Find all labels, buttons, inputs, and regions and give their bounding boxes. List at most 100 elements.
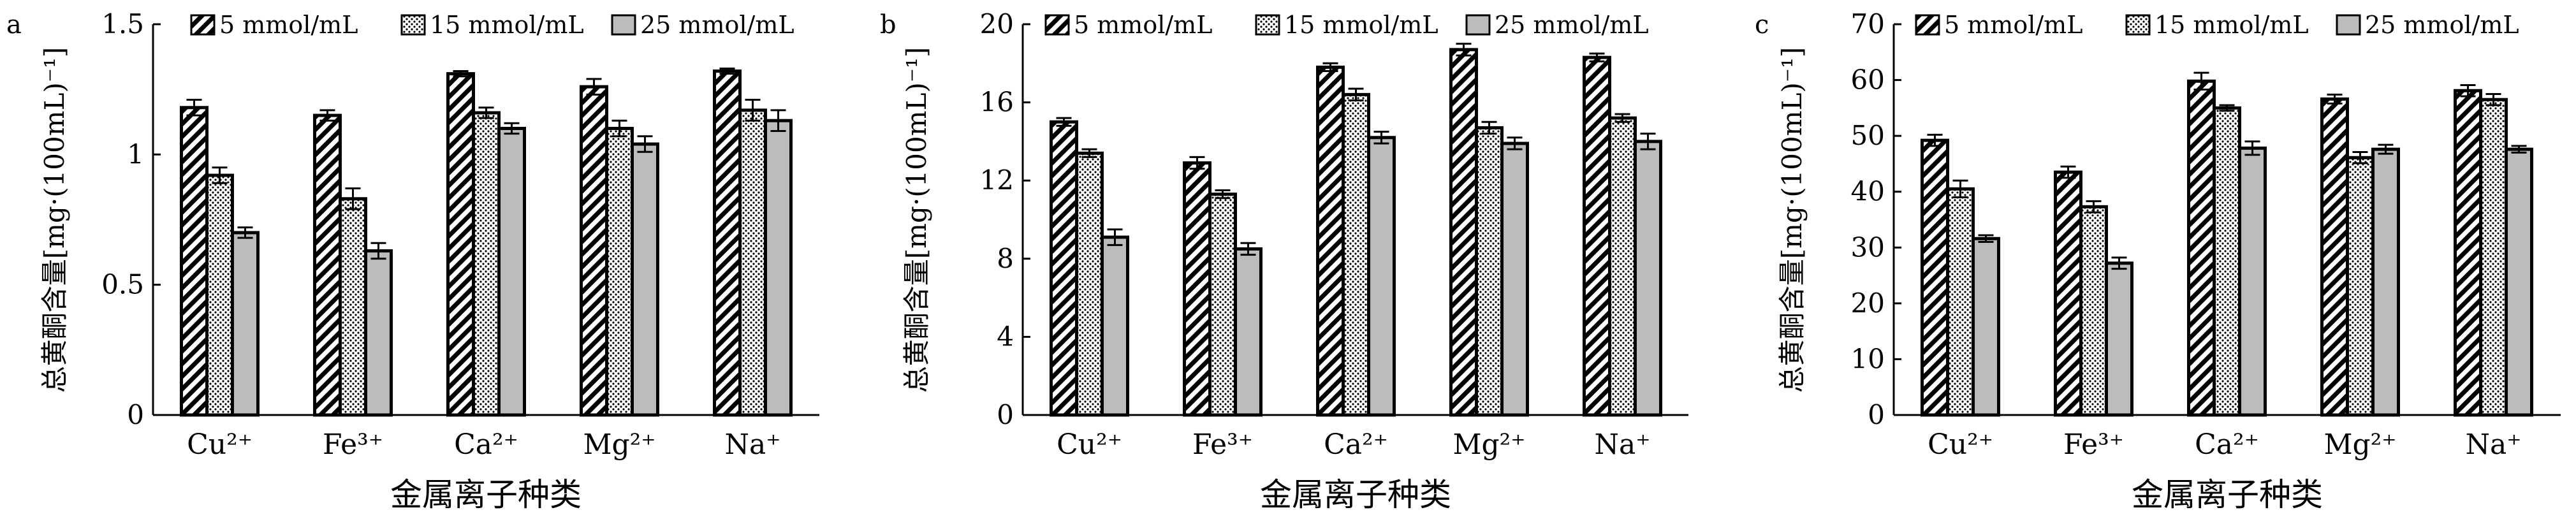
- bars: [180, 67, 793, 417]
- panel-label: a: [6, 10, 22, 40]
- bar-2-5: [738, 108, 767, 417]
- bar-2-3: [1342, 92, 1370, 417]
- bar-2-1: [1946, 187, 1975, 417]
- legend-label: 5 mmol/mL: [219, 11, 358, 39]
- bar-3-5: [1634, 140, 1662, 417]
- bar-3-1: [231, 231, 260, 417]
- legend: 5 mmol/mL 15 mmol/mL 25 mmol/mL: [1044, 11, 1649, 39]
- bar-1-4: [1449, 48, 1478, 417]
- bar-2-4: [1475, 126, 1504, 417]
- bar-3-5: [764, 119, 793, 417]
- bar-1-3: [446, 72, 475, 417]
- y-tick-label: 30: [1851, 231, 1885, 263]
- bar-3-2: [2105, 261, 2133, 417]
- legend-swatch: [1465, 14, 1491, 36]
- y-ticks: 0 10 20 30 40 50 60 70: [1851, 8, 1901, 430]
- legend-swatch: [190, 14, 216, 36]
- legend-label: 15 mmol/mL: [1284, 11, 1438, 39]
- bar-2-3: [2213, 106, 2241, 417]
- bar-2-2: [1208, 193, 1237, 417]
- y-tick-label: 0: [997, 399, 1014, 430]
- y-ticks: 0 0.5 1 1.5: [101, 8, 161, 430]
- x-tick-label: Fe³⁺: [1192, 428, 1253, 461]
- bar-3-1: [1101, 235, 1129, 417]
- bar-2-3: [472, 111, 501, 417]
- bar-1-5: [2454, 89, 2482, 417]
- y-tick-label: 70: [1851, 8, 1885, 40]
- panel-label: c: [1755, 10, 1769, 40]
- x-ticks: Cu²⁺ Fe³⁺ Ca²⁺ Mg²⁺ Na⁺: [1057, 428, 1650, 461]
- x-tick-label: Fe³⁺: [323, 428, 383, 461]
- chart-panel-c: c 总黄酮含量[mg·(100mL)⁻¹] 金属离子种类 5 mmol/mL 15…: [1755, 8, 2561, 513]
- legend: 5 mmol/mL 15 mmol/mL 25 mmol/mL: [190, 11, 794, 39]
- x-axis-label: 金属离子种类: [390, 476, 582, 513]
- y-axis-label: 总黄酮含量[mg·(100mL)⁻¹]: [39, 47, 70, 393]
- x-axis-label: 金属离子种类: [2132, 476, 2323, 513]
- legend-swatch: [2336, 14, 2361, 36]
- bar-3-3: [2238, 146, 2267, 417]
- bar-1-2: [1183, 161, 1211, 417]
- bars: [1050, 43, 1662, 417]
- bar-3-4: [631, 142, 659, 417]
- legend-swatch: [2125, 14, 2151, 36]
- x-tick-label: Mg²⁺: [583, 428, 655, 461]
- bar-1-1: [180, 106, 209, 417]
- x-tick-label: Na⁺: [725, 428, 781, 461]
- legend-swatch: [611, 14, 636, 36]
- bar-3-3: [497, 126, 526, 417]
- legend-label: 25 mmol/mL: [2365, 11, 2519, 39]
- x-ticks: Cu²⁺ Fe³⁺ Ca²⁺ Mg²⁺ Na⁺: [1928, 428, 2521, 461]
- bar-1-4: [580, 85, 608, 417]
- x-tick-label: Cu²⁺: [187, 428, 252, 461]
- bar-1-5: [1583, 55, 1611, 417]
- axes: [1892, 24, 2561, 416]
- x-tick-label: Cu²⁺: [1057, 428, 1122, 461]
- x-tick-label: Fe³⁺: [2063, 428, 2124, 461]
- bar-2-2: [2079, 205, 2108, 417]
- bar-2-5: [1608, 116, 1637, 417]
- x-tick-label: Na⁺: [1595, 428, 1651, 461]
- y-tick-label: 16: [980, 87, 1014, 118]
- bar-3-1: [1972, 237, 2000, 417]
- bar-3-2: [364, 249, 393, 417]
- y-tick-label: 20: [1851, 288, 1885, 319]
- y-tick-label: 1.5: [101, 8, 144, 40]
- bar-2-2: [339, 197, 367, 417]
- y-ticks: 0 4 8 12 16 20: [980, 8, 1030, 430]
- y-tick-label: 0: [1868, 399, 1885, 430]
- y-tick-label: 1: [127, 138, 144, 170]
- chart-panel-b: b 总黄酮含量[mg·(100mL)⁻¹] 金属离子种类 5 mmol/mL 15…: [880, 8, 1688, 513]
- y-tick-label: 4: [997, 321, 1014, 352]
- legend-swatch: [400, 14, 426, 36]
- x-tick-label: Ca²⁺: [454, 428, 518, 461]
- legend-label: 5 mmol/mL: [1074, 11, 1212, 39]
- bar-1-5: [713, 69, 742, 417]
- bar-3-4: [1500, 142, 1529, 417]
- legend-swatch: [1044, 14, 1070, 36]
- bar-3-4: [2371, 147, 2400, 417]
- x-ticks: Cu²⁺ Fe³⁺ Ca²⁺ Mg²⁺ Na⁺: [187, 428, 780, 461]
- bar-2-1: [205, 173, 234, 417]
- y-tick-label: 60: [1851, 64, 1885, 96]
- y-tick-label: 10: [1851, 343, 1885, 374]
- legend-label: 25 mmol/mL: [1495, 11, 1649, 39]
- x-tick-label: Ca²⁺: [2195, 428, 2259, 461]
- bar-1-1: [1050, 120, 1078, 417]
- bar-2-4: [2346, 156, 2375, 417]
- legend-label: 25 mmol/mL: [640, 11, 794, 39]
- x-tick-label: Cu²⁺: [1928, 428, 1993, 461]
- y-tick-label: 0.5: [101, 269, 144, 300]
- legend-label: 15 mmol/mL: [430, 11, 584, 39]
- bar-3-2: [1234, 247, 1262, 417]
- axes: [1021, 24, 1688, 416]
- legend: 5 mmol/mL 15 mmol/mL 25 mmol/mL: [1915, 11, 2519, 39]
- y-tick-label: 50: [1851, 120, 1885, 151]
- bar-1-2: [2054, 170, 2082, 417]
- chart-panel-a: a 总黄酮含量[mg·(100mL)⁻¹] 金属离子种类 5 mmol/mL 15…: [6, 8, 819, 513]
- bar-3-5: [2505, 147, 2533, 417]
- x-tick-label: Ca²⁺: [1324, 428, 1388, 461]
- bar-1-4: [2320, 97, 2349, 417]
- bar-3-3: [1367, 136, 1396, 417]
- axes: [152, 24, 819, 416]
